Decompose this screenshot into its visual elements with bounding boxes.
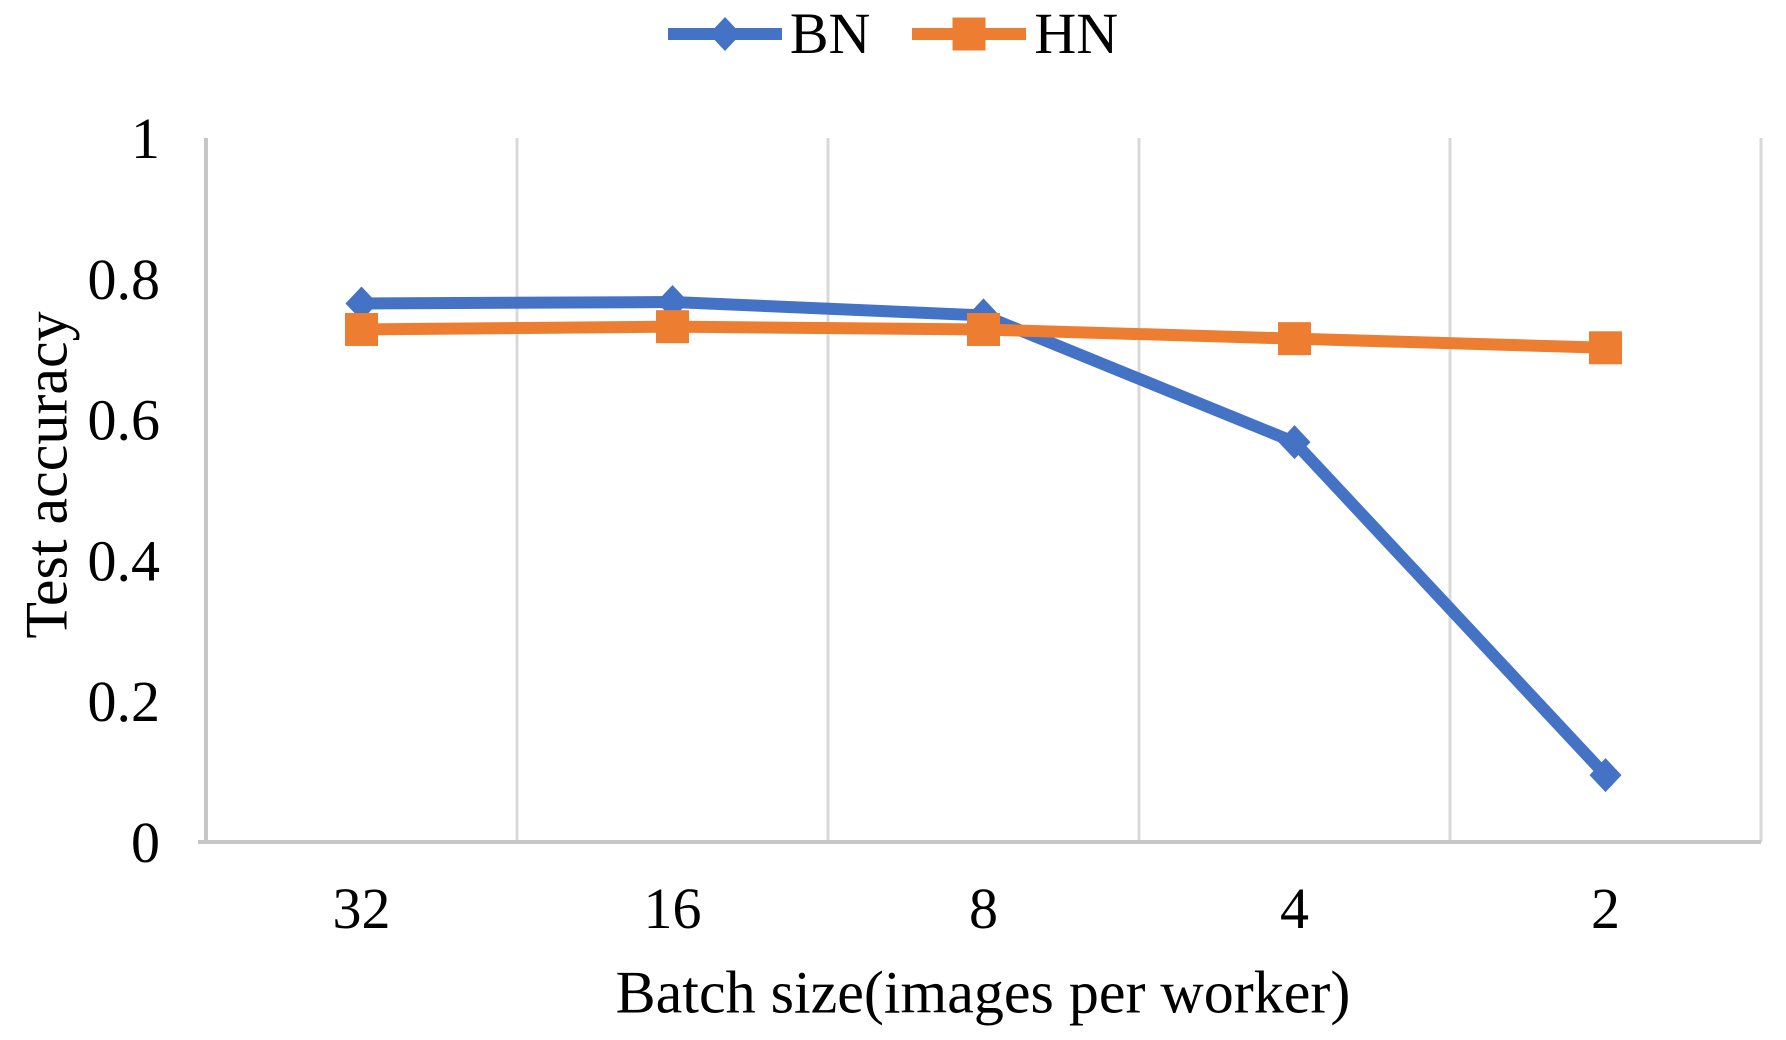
legend-label: HN [1034,1,1119,66]
y-tick-label: 0.2 [88,669,161,734]
y-tick-label: 0.6 [88,388,161,453]
series-HN [345,310,1622,365]
data-point-marker-BN [708,17,741,51]
series-BN [345,285,1622,793]
data-point-marker-BN [1589,758,1622,793]
data-point-marker-BN [1278,425,1311,460]
legend-item-BN: BN [667,1,871,66]
data-point-marker-HN [1589,331,1622,365]
series-line-BN [361,296,1610,780]
y-tick-label: 0.4 [88,528,161,593]
y-tick-label: 1 [131,106,160,171]
data-point-marker-HN [656,310,689,344]
legend-label: BN [789,1,871,66]
legend-item-HN: HN [912,5,1118,63]
data-point-marker-HN [952,17,986,51]
x-tick-label: 2 [1591,876,1620,941]
y-tick-label: 0.8 [88,247,161,312]
data-point-marker-BN [345,286,378,321]
x-axis-title: Batch size(images per worker) [615,959,1351,1026]
data-point-marker-HN [967,312,1000,346]
legend-diamond-icon [667,17,782,51]
x-tick-label: 8 [969,876,998,941]
x-tick-label: 16 [644,876,702,941]
y-tick-label: 0 [131,810,160,875]
chart-legend: BN HN [0,2,1786,66]
x-tick-label: 4 [1280,876,1309,941]
x-tick-label: 32 [333,876,391,941]
data-point-marker-HN [345,312,378,346]
legend-square-icon [912,17,1027,51]
data-point-marker-HN [1278,322,1311,356]
